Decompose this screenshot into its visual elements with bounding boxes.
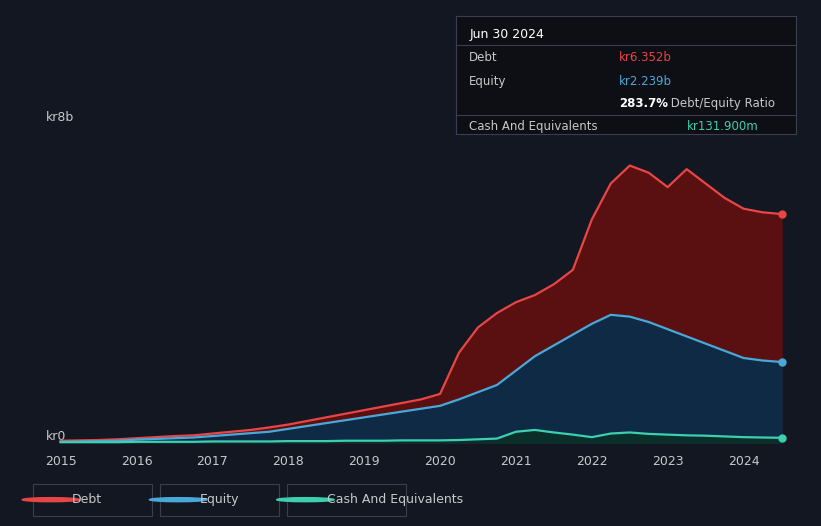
Circle shape <box>149 498 207 502</box>
Text: Cash And Equivalents: Cash And Equivalents <box>470 120 598 133</box>
Text: kr6.352b: kr6.352b <box>619 52 672 64</box>
Text: kr131.900m: kr131.900m <box>687 120 759 133</box>
Text: Equity: Equity <box>200 493 239 506</box>
Text: Debt: Debt <box>470 52 498 64</box>
Text: kr2.239b: kr2.239b <box>619 75 672 88</box>
Text: Debt/Equity Ratio: Debt/Equity Ratio <box>667 97 775 110</box>
Text: Debt: Debt <box>72 493 103 506</box>
Circle shape <box>22 498 80 502</box>
Circle shape <box>277 498 334 502</box>
Text: Cash And Equivalents: Cash And Equivalents <box>327 493 463 506</box>
Text: kr8b: kr8b <box>45 111 74 124</box>
Text: kr0: kr0 <box>45 430 66 443</box>
Bar <box>160 484 279 515</box>
Bar <box>33 484 152 515</box>
Text: 283.7%: 283.7% <box>619 97 668 110</box>
Text: Equity: Equity <box>470 75 507 88</box>
Text: Jun 30 2024: Jun 30 2024 <box>470 27 544 41</box>
Bar <box>287 484 406 515</box>
